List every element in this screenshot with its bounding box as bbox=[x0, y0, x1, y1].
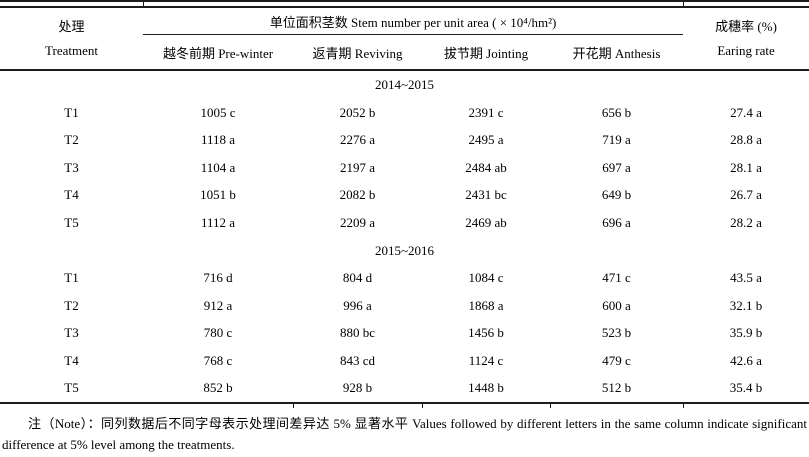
value-cell: 35.4 b bbox=[683, 374, 809, 404]
table-row: T1 716 d 804 d 1084 c 471 c 43.5 a bbox=[0, 265, 809, 293]
value-cell: 523 b bbox=[601, 325, 632, 341]
table-row: T5 852 b 928 b 1448 b 512 b 35.4 b bbox=[0, 374, 809, 404]
value-cell: 852 b bbox=[143, 374, 293, 404]
table-row: T4 1051 b 2082 b 2431 bc 649 b 26.7 a bbox=[0, 182, 809, 210]
value-cell: 32.1 b bbox=[729, 297, 763, 313]
col-header-earing-en: Earing rate bbox=[717, 42, 775, 58]
value-cell: 768 c bbox=[203, 352, 233, 368]
value-cell: 2484 ab bbox=[465, 159, 507, 175]
table-note: 注（Note）：同列数据后不同字母表示处理间差异达 5% 显著水平 Values… bbox=[2, 416, 807, 452]
value-cell: 843 cd bbox=[339, 352, 376, 368]
value-cell: 2495 a bbox=[468, 132, 504, 148]
treatment-cell: T4 bbox=[64, 352, 79, 368]
table-body: 2014~2015 T1 1005 c 2052 b 2391 c 656 b 27.4 a… bbox=[0, 70, 809, 404]
treatment-cell: T2 bbox=[64, 132, 79, 148]
value-cell: 471 c bbox=[602, 270, 631, 286]
table-row: T3 780 c 880 bc 1456 b 523 b 35.9 b bbox=[0, 320, 809, 348]
value-cell: 42.6 a bbox=[730, 352, 762, 368]
col-header-treatment-en: Treatment bbox=[45, 42, 98, 58]
col-header-stem-number-span: 单位面积茎数 Stem number per unit area ( × 10⁴… bbox=[143, 8, 684, 35]
treatment-cell: T4 bbox=[64, 187, 79, 203]
col-header-reviving: 返青期 Reviving bbox=[293, 34, 422, 71]
value-cell: 1104 a bbox=[200, 159, 236, 175]
table-row: T2 1118 a 2276 a 2495 a 719 a 28.8 a bbox=[0, 127, 809, 155]
table-row: T1 1005 c 2052 b 2391 c 656 b 27.4 a bbox=[0, 99, 809, 127]
value-cell: 2431 bc bbox=[465, 187, 507, 203]
year-label: 2014~2015 bbox=[375, 77, 435, 92]
value-cell: 479 c bbox=[602, 352, 631, 368]
year-section-row: 2014~2015 bbox=[0, 70, 809, 99]
value-cell: 928 b bbox=[293, 374, 422, 404]
value-cell: 719 a bbox=[602, 132, 631, 148]
value-cell: 716 d bbox=[203, 270, 233, 286]
value-cell: 1005 c bbox=[200, 104, 236, 120]
treatment-cell: T3 bbox=[64, 159, 79, 175]
value-cell: 880 bc bbox=[339, 325, 376, 341]
table-header: 处理 Treatment 单位面积茎数 Stem number per unit… bbox=[0, 8, 809, 71]
treatment-cell: T1 bbox=[64, 270, 79, 286]
col-header-pre-winter: 越冬前期 Pre-winter bbox=[143, 34, 293, 71]
table-row: T5 1112 a 2209 a 2469 ab 696 a 28.2 a bbox=[0, 209, 809, 237]
col-header-treatment: 处理 Treatment bbox=[0, 8, 143, 71]
stem-number-table: 处理 Treatment 单位面积茎数 Stem number per unit… bbox=[0, 8, 809, 404]
value-cell: 28.8 a bbox=[730, 132, 762, 148]
table-row: T4 768 c 843 cd 1124 c 479 c 42.6 a bbox=[0, 347, 809, 375]
value-cell: 1051 b bbox=[200, 187, 236, 203]
value-cell: 1868 a bbox=[468, 297, 504, 313]
column-boundary-tick bbox=[683, 2, 684, 8]
value-cell: 2391 c bbox=[468, 104, 504, 120]
column-boundary-tick bbox=[550, 403, 551, 408]
value-cell: 2082 b bbox=[339, 187, 376, 203]
value-cell: 600 a bbox=[602, 297, 631, 313]
col-header-earing-rate: 成穗率 (%) Earing rate bbox=[683, 8, 809, 71]
treatment-cell: T2 bbox=[64, 297, 79, 313]
value-cell: 2197 a bbox=[339, 159, 376, 175]
value-cell: 996 a bbox=[343, 297, 372, 313]
table-outer-top-rule bbox=[0, 0, 809, 2]
value-cell: 649 b bbox=[601, 187, 632, 203]
value-cell: 35.9 b bbox=[729, 325, 763, 341]
value-cell: 2052 b bbox=[339, 104, 376, 120]
value-cell: 696 a bbox=[602, 214, 631, 230]
value-cell: 1084 c bbox=[468, 270, 504, 286]
value-cell: 2276 a bbox=[339, 132, 376, 148]
value-cell: 656 b bbox=[601, 104, 632, 120]
value-cell: 43.5 a bbox=[730, 270, 762, 286]
value-cell: 1118 a bbox=[200, 132, 236, 148]
value-cell: 1124 c bbox=[468, 352, 504, 368]
value-cell: 27.4 a bbox=[730, 104, 762, 120]
treatment-cell: T3 bbox=[64, 325, 79, 341]
value-cell: 780 c bbox=[203, 325, 233, 341]
col-header-jointing: 拔节期 Jointing bbox=[422, 34, 550, 71]
year-label: 2015~2016 bbox=[375, 242, 435, 258]
column-boundary-tick bbox=[143, 2, 144, 8]
col-header-anthesis: 开花期 Anthesis bbox=[550, 34, 684, 71]
value-cell: 1448 b bbox=[422, 374, 550, 404]
treatment-cell: T5 bbox=[64, 214, 79, 230]
value-cell: 512 b bbox=[550, 374, 684, 404]
value-cell: 28.2 a bbox=[730, 214, 762, 230]
value-cell: 2469 ab bbox=[465, 214, 507, 230]
value-cell: 2209 a bbox=[339, 214, 376, 230]
value-cell: 804 d bbox=[342, 270, 373, 286]
column-boundary-tick bbox=[422, 403, 423, 408]
value-cell: 28.1 a bbox=[730, 159, 762, 175]
value-cell: 26.7 a bbox=[730, 187, 762, 203]
column-boundary-tick bbox=[683, 403, 684, 408]
treatment-cell: T5 bbox=[0, 374, 143, 404]
table-row: T3 1104 a 2197 a 2484 ab 697 a 28.1 a bbox=[0, 154, 809, 182]
col-header-treatment-zh: 处理 bbox=[58, 18, 85, 34]
column-boundary-tick bbox=[293, 403, 294, 408]
value-cell: 1112 a bbox=[200, 214, 236, 230]
table-top-rule bbox=[0, 6, 809, 8]
value-cell: 697 a bbox=[602, 159, 631, 175]
col-header-earing-zh: 成穗率 (%) bbox=[715, 18, 777, 34]
value-cell: 1456 b bbox=[468, 325, 504, 341]
year-section-row: 2015~2016 bbox=[0, 237, 809, 265]
table-row: T2 912 a 996 a 1868 a 600 a 32.1 b bbox=[0, 292, 809, 320]
treatment-cell: T1 bbox=[64, 104, 79, 120]
value-cell: 912 a bbox=[203, 297, 233, 313]
